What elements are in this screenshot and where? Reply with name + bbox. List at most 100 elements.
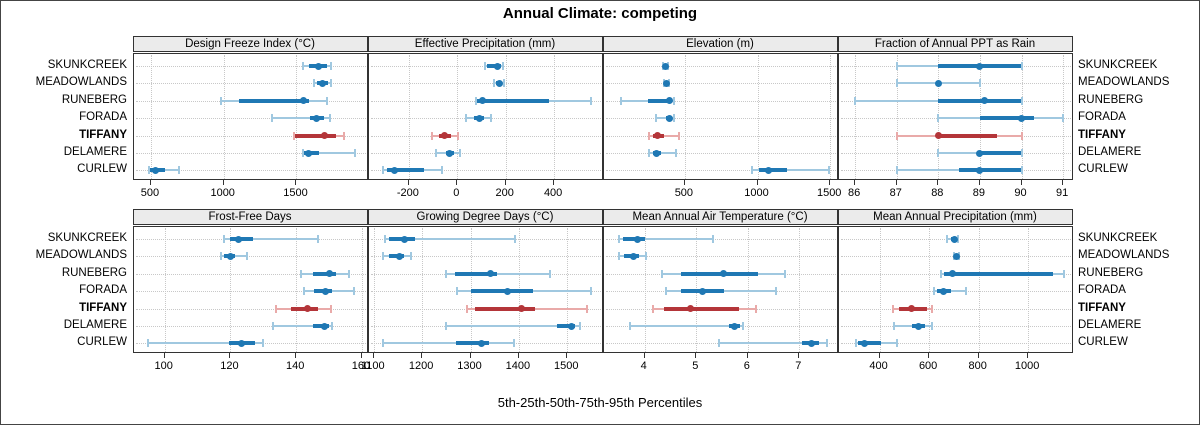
bar-25-75	[759, 168, 788, 173]
panel-strip: Effective Precipitation (mm)	[367, 36, 603, 52]
whisker-end-cap	[382, 166, 385, 175]
bar-25-75	[938, 133, 997, 138]
axis-tick	[222, 179, 224, 185]
whisker-end-cap	[892, 304, 895, 313]
whisker-end-cap	[219, 252, 222, 261]
whisker-end-cap	[330, 79, 333, 88]
axis-tick	[928, 352, 930, 358]
whisker-5-95	[855, 99, 1022, 102]
median-dot	[313, 114, 321, 122]
whisker-5-95	[271, 117, 330, 120]
whisker-end-cap	[1020, 166, 1023, 175]
median-dot	[939, 287, 947, 295]
axis-tick-label: 1100	[360, 359, 385, 372]
median-dot	[976, 166, 984, 174]
station-label-left: RUNEBERG	[61, 93, 127, 106]
whisker-end-cap	[270, 114, 273, 123]
whisker-end-cap	[654, 114, 657, 123]
axis-tick	[798, 352, 800, 358]
bar-25-75	[295, 133, 336, 138]
gridline-vertical	[554, 55, 556, 179]
axis-tick	[504, 179, 506, 185]
whisker-end-cap	[1020, 149, 1023, 157]
axis-tick-label: 87	[889, 186, 902, 199]
station-label-left: DELAMERE	[63, 146, 127, 158]
whisker-end-cap	[272, 322, 275, 330]
gridline-vertical	[296, 55, 298, 179]
bar-25-75	[470, 289, 534, 294]
axis-tick-label: 1200	[408, 359, 434, 372]
whisker-5-95	[649, 152, 676, 154]
axis-tick	[937, 179, 939, 185]
whisker-end-cap	[1020, 62, 1023, 70]
median-dot	[976, 149, 984, 157]
whisker-end-cap	[464, 114, 467, 123]
whisker-end-cap	[431, 131, 434, 140]
axis-tick-label: 120	[220, 359, 239, 372]
gridline-vertical	[929, 228, 931, 352]
station-label-left: TIFFANY	[79, 301, 127, 314]
bar-25-75	[312, 271, 336, 276]
median-dot	[948, 270, 956, 278]
whisker-end-cap	[741, 322, 744, 330]
whisker-end-cap	[245, 252, 248, 261]
whisker-end-cap	[455, 287, 458, 296]
median-dot	[475, 114, 483, 122]
whisker-end-cap	[465, 304, 468, 313]
median-dot	[496, 79, 504, 87]
whisker-end-cap	[489, 114, 492, 123]
whisker-end-cap	[617, 252, 620, 261]
axis-tick-label: 1500	[283, 186, 308, 199]
median-dot	[914, 322, 922, 330]
median-dot	[665, 114, 673, 122]
median-dot	[665, 97, 673, 105]
whisker-end-cap	[262, 339, 265, 348]
axis-tick	[746, 352, 748, 358]
axis-tick-label: 91	[1055, 186, 1069, 199]
whisker-end-cap	[445, 269, 448, 278]
axis-tick	[421, 352, 423, 358]
whisker-end-cap	[854, 96, 857, 105]
median-dot	[226, 252, 234, 260]
whisker-end-cap	[946, 235, 949, 243]
median-dot	[980, 97, 988, 105]
whisker-end-cap	[895, 131, 898, 140]
whisker-end-cap	[329, 304, 332, 313]
whisker-end-cap	[1062, 114, 1065, 123]
axis-tick	[978, 179, 980, 185]
axis-tick	[643, 352, 645, 358]
whisker-end-cap	[384, 235, 387, 243]
whisker-5-95	[630, 325, 743, 327]
gridline-horizontal	[605, 66, 836, 67]
whisker-end-cap	[178, 166, 181, 175]
whisker-end-cap	[648, 131, 651, 140]
gridline-horizontal	[605, 135, 836, 137]
panel-strip-title: Mean Annual Air Temperature (°C)	[632, 211, 808, 223]
x-axis-caption: 5th-25th-50th-75th-95th Percentiles	[497, 395, 703, 410]
median-dot	[907, 305, 915, 313]
gridline-horizontal	[840, 308, 1071, 310]
axis-tick-label: 200	[495, 186, 514, 199]
whisker-end-cap	[474, 96, 477, 105]
axis-tick-label: 500	[140, 186, 160, 199]
whisker-end-cap	[665, 287, 668, 296]
axis-tick	[163, 352, 165, 358]
panel	[132, 53, 368, 180]
axis-tick	[295, 179, 297, 185]
median-dot	[325, 270, 333, 278]
whisker-end-cap	[434, 149, 437, 157]
median-dot	[151, 166, 159, 174]
panel-strip: Mean Annual Air Temperature (°C)	[602, 209, 838, 225]
axis-tick	[878, 352, 880, 358]
panel	[837, 226, 1073, 353]
gridline-vertical	[457, 55, 459, 179]
median-dot	[300, 97, 308, 105]
station-label-right: MEADOWLANDS	[1078, 249, 1170, 262]
bar-25-75	[979, 151, 1022, 155]
whisker-5-95	[446, 272, 550, 275]
axis-tick	[149, 179, 151, 185]
whisker-end-cap	[617, 235, 620, 243]
whisker-end-cap	[457, 131, 460, 140]
whisker-5-95	[385, 238, 516, 240]
median-dot	[860, 339, 868, 347]
